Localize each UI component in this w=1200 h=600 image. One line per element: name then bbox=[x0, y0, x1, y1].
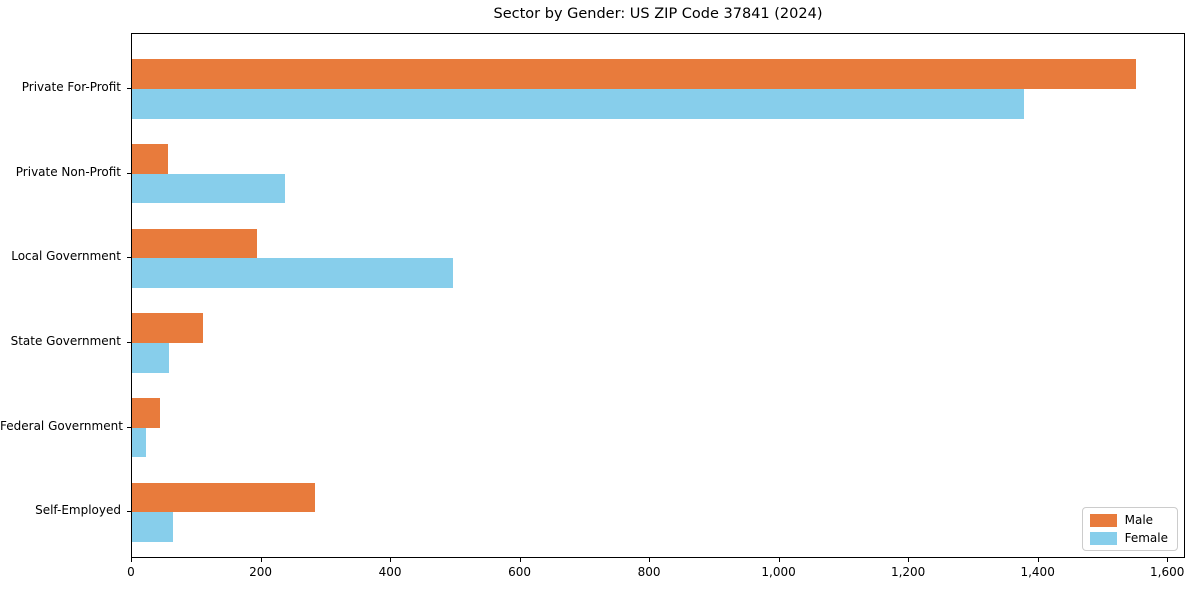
x-axis-tick bbox=[260, 558, 262, 562]
x-axis-tick-label: 400 bbox=[378, 565, 402, 579]
y-axis-label: State Government bbox=[10, 334, 121, 349]
y-axis-tick bbox=[127, 342, 131, 344]
bar-male-local-government bbox=[132, 228, 257, 259]
legend-label-male: Male bbox=[1124, 513, 1154, 527]
bar-female-local-government bbox=[132, 258, 453, 289]
y-axis-tick bbox=[127, 511, 131, 513]
y-axis-tick bbox=[127, 88, 131, 90]
chart-title: Sector by Gender: US ZIP Code 37841 (202… bbox=[493, 6, 823, 22]
bar-male-private-non-profit bbox=[132, 144, 168, 174]
bar-female-private-for-profit bbox=[132, 89, 1024, 119]
y-axis-label: Private Non-Profit bbox=[15, 164, 121, 179]
legend: Male Female bbox=[1081, 507, 1178, 551]
plot-area bbox=[131, 33, 1185, 558]
x-axis-tick bbox=[908, 558, 910, 562]
y-axis-tick bbox=[127, 257, 131, 259]
x-axis-tick bbox=[131, 558, 132, 562]
bar-male-private-for-profit bbox=[132, 59, 1136, 90]
y-axis-label: Private For-Profit bbox=[21, 80, 121, 95]
x-axis-tick bbox=[390, 558, 392, 562]
bar-female-state-government bbox=[132, 343, 169, 373]
y-axis-label: Self-Employed bbox=[35, 503, 121, 518]
bar-female-private-non-profit bbox=[132, 173, 286, 204]
x-axis-tick-label: 1,600 bbox=[1150, 565, 1185, 579]
x-axis-tick-label: 600 bbox=[508, 565, 532, 579]
x-axis-tick bbox=[519, 558, 521, 562]
x-axis-tick bbox=[778, 558, 780, 562]
y-axis-tick bbox=[127, 172, 131, 174]
x-axis-tick bbox=[649, 558, 651, 562]
x-axis-tick-label: 800 bbox=[637, 565, 661, 579]
x-axis-tick bbox=[1167, 558, 1169, 562]
x-axis-tick-label: 200 bbox=[249, 565, 272, 579]
bar-male-federal-government bbox=[132, 398, 161, 428]
x-axis-tick bbox=[1037, 558, 1039, 562]
legend-label-female: Female bbox=[1124, 531, 1168, 545]
bar-female-federal-government bbox=[132, 427, 146, 458]
legend-item-female: Female bbox=[1089, 531, 1168, 545]
bar-male-state-government bbox=[132, 313, 204, 344]
bar-male-self-employed bbox=[132, 482, 315, 513]
y-axis-label: Local Government bbox=[11, 249, 121, 264]
y-axis-tick bbox=[127, 426, 131, 428]
y-axis-label: Federal Government bbox=[0, 418, 123, 433]
bar-female-self-employed bbox=[132, 512, 173, 543]
legend-item-male: Male bbox=[1089, 513, 1168, 527]
x-axis-tick-label: 1,400 bbox=[1020, 565, 1055, 579]
x-axis-tick-label: 1,000 bbox=[761, 565, 796, 579]
x-axis-tick-label: 0 bbox=[127, 565, 135, 579]
x-axis-tick-label: 1,200 bbox=[890, 565, 926, 579]
legend-swatch-female bbox=[1089, 531, 1117, 545]
legend-swatch-male bbox=[1089, 513, 1117, 527]
